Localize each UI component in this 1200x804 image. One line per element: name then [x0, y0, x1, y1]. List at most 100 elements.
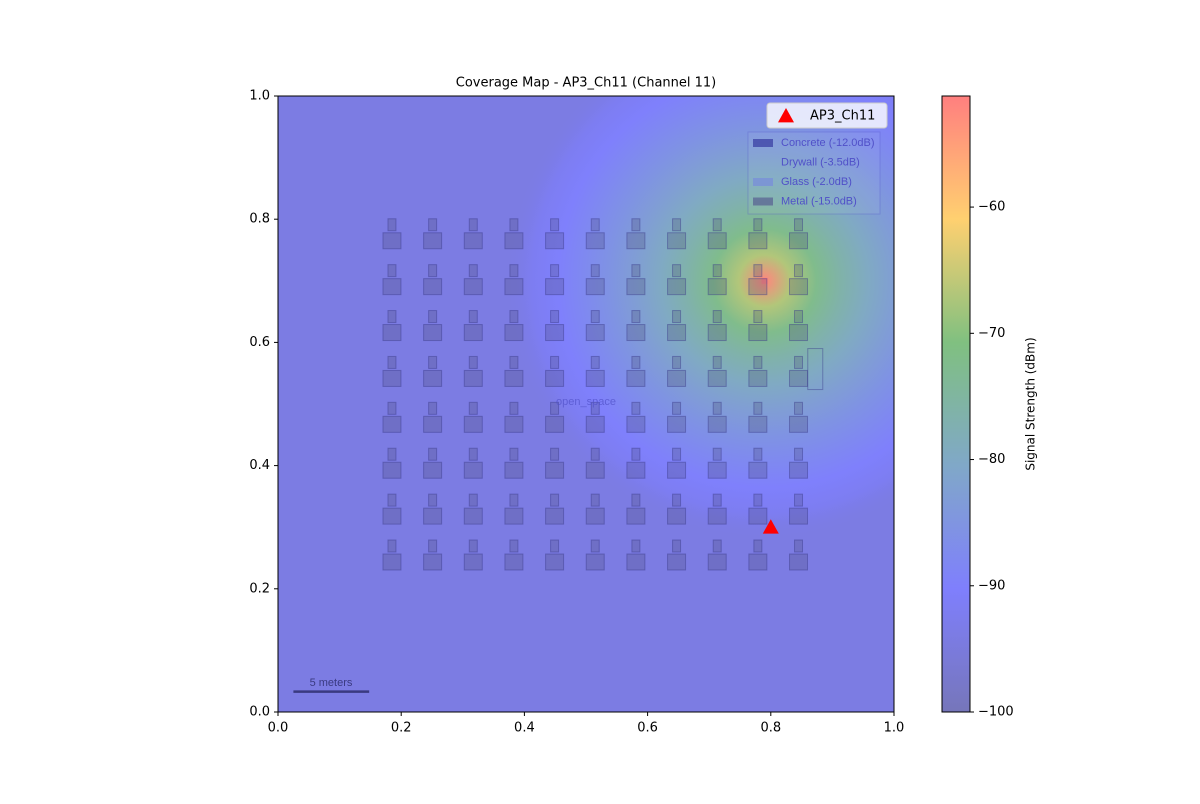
- desk: [504, 461, 524, 479]
- material-label: Glass (-2.0dB): [781, 176, 852, 188]
- chair: [509, 493, 519, 507]
- chair: [550, 218, 560, 232]
- chair: [550, 401, 560, 415]
- desk: [707, 553, 727, 571]
- desk: [748, 369, 768, 387]
- signal-peak: [761, 277, 768, 284]
- x-tick-label: 0.8: [760, 721, 781, 736]
- desk: [423, 278, 443, 296]
- desk: [667, 461, 687, 479]
- material-swatch: [753, 178, 773, 186]
- chair: [468, 355, 478, 369]
- desk: [789, 324, 809, 342]
- desk: [748, 278, 768, 296]
- desk: [382, 553, 402, 571]
- colorbar-tick-label: −80: [978, 452, 1005, 467]
- desk: [585, 553, 605, 571]
- colorbar: [941, 95, 971, 713]
- chair: [590, 493, 600, 507]
- chair: [387, 264, 397, 278]
- chair: [387, 401, 397, 415]
- desk: [463, 324, 483, 342]
- chair: [753, 264, 763, 278]
- zone-label: open_space: [556, 396, 616, 408]
- desk: [423, 553, 443, 571]
- chair: [509, 539, 519, 553]
- chair: [387, 539, 397, 553]
- x-tick-label: 0.6: [637, 721, 658, 736]
- desk: [707, 232, 727, 250]
- desk: [504, 553, 524, 571]
- y-tick-label: 0.8: [249, 212, 270, 227]
- chair: [794, 493, 804, 507]
- desk: [423, 232, 443, 250]
- desk: [504, 369, 524, 387]
- scale-label: 5 meters: [310, 677, 353, 689]
- chair: [590, 218, 600, 232]
- desk: [463, 553, 483, 571]
- chair: [509, 218, 519, 232]
- chair: [753, 493, 763, 507]
- chair: [794, 310, 804, 324]
- y-tick-label: 0.0: [249, 705, 270, 720]
- chair: [468, 264, 478, 278]
- desk: [504, 278, 524, 296]
- chair: [387, 493, 397, 507]
- colorbar-tick-label: −70: [978, 326, 1005, 341]
- desk: [707, 278, 727, 296]
- chair: [550, 310, 560, 324]
- chair: [550, 539, 560, 553]
- material-label: Metal (-15.0dB): [781, 195, 857, 207]
- desk: [667, 324, 687, 342]
- chair: [590, 355, 600, 369]
- legend-marker: [778, 108, 794, 123]
- desk: [667, 415, 687, 433]
- material-swatch: [753, 197, 773, 206]
- desk: [504, 324, 524, 342]
- chair: [590, 401, 600, 415]
- chair: [712, 218, 722, 232]
- chair: [428, 493, 438, 507]
- desk: [423, 415, 443, 433]
- desk: [626, 461, 646, 479]
- desk: [545, 553, 565, 571]
- y-tick-label: 0.2: [249, 581, 270, 596]
- desk: [626, 278, 646, 296]
- desk: [382, 507, 402, 525]
- legend-label: AP3_Ch11: [810, 109, 875, 124]
- chair: [672, 310, 682, 324]
- desk: [545, 415, 565, 433]
- desk: [707, 369, 727, 387]
- desk: [423, 507, 443, 525]
- signal-hotspot: [505, 96, 894, 540]
- chair: [550, 493, 560, 507]
- chair: [468, 310, 478, 324]
- desk: [382, 461, 402, 479]
- chair: [712, 264, 722, 278]
- desk: [463, 415, 483, 433]
- chair: [590, 447, 600, 461]
- chair: [468, 218, 478, 232]
- material-label: Drywall (-3.5dB): [781, 156, 860, 168]
- plot-frame: [277, 95, 895, 713]
- chair: [631, 355, 641, 369]
- chair: [631, 218, 641, 232]
- chair: [753, 447, 763, 461]
- desk: [545, 278, 565, 296]
- chair: [753, 310, 763, 324]
- chair: [428, 401, 438, 415]
- desk: [789, 415, 809, 433]
- ap-marker: [762, 519, 779, 534]
- y-tick-label: 1.0: [249, 89, 270, 104]
- desk: [667, 232, 687, 250]
- desk: [626, 369, 646, 387]
- desk: [748, 415, 768, 433]
- chair: [428, 355, 438, 369]
- desk: [626, 415, 646, 433]
- colorbar-tick-label: −90: [978, 578, 1005, 593]
- chair: [509, 310, 519, 324]
- legend-box: [766, 102, 888, 129]
- x-tick-label: 0.0: [268, 721, 289, 736]
